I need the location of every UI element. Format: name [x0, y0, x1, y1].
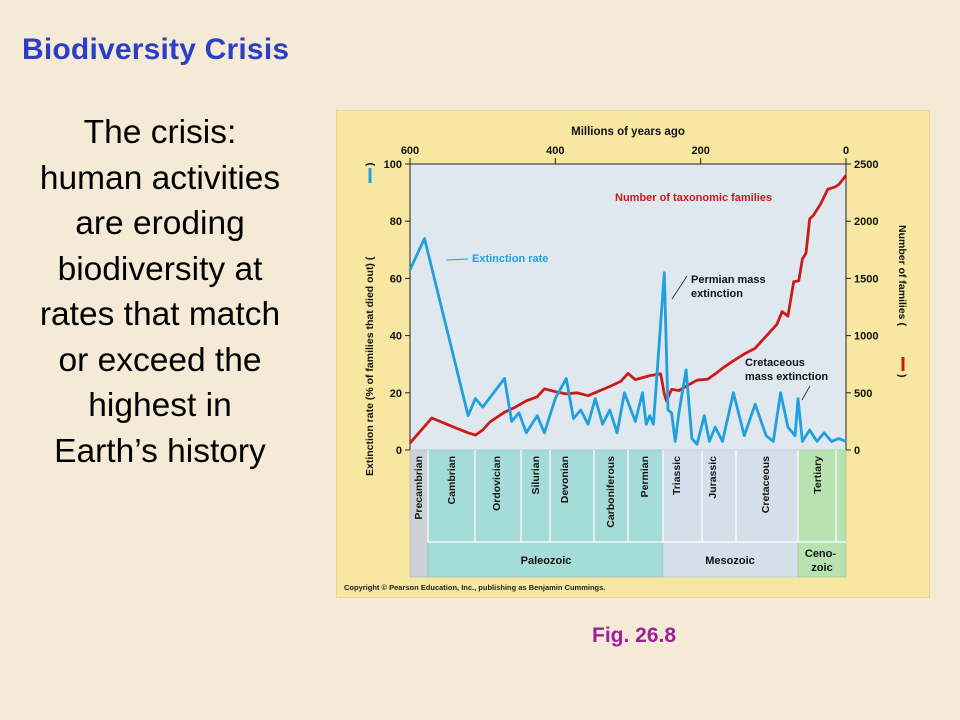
left-tick-label: 80 — [390, 216, 402, 228]
period-label: Cambrian — [446, 456, 458, 504]
copyright-notice: Copyright © Pearson Education, Inc., pub… — [344, 583, 605, 592]
annotation-permian-leader — [671, 275, 688, 300]
body-line: Earth’s history — [54, 432, 266, 470]
annotation-cretaceous-line2: mass extinction — [745, 371, 828, 383]
body-line: are eroding — [75, 205, 245, 242]
period-label: Ordovician — [491, 456, 503, 511]
annotation-cretaceous-leader — [801, 385, 811, 401]
body-line: or exceed the — [58, 341, 262, 379]
body-line: human activities — [39, 159, 281, 197]
period-label: Jurassic — [707, 456, 719, 499]
right-tick-label: 500 — [854, 388, 872, 400]
period-label: Triassic — [671, 456, 683, 495]
left-tick-label: 40 — [390, 331, 402, 343]
annotation-permian: Permian mass extinction — [691, 274, 769, 300]
body-line: The crisis: — [83, 114, 237, 151]
body-text: The crisis: human activities are eroding… — [14, 110, 306, 474]
legend-label-extinction: Extinction rate — [472, 253, 548, 265]
extinction-chart: Millions of years ago 600 400 200 0 0204060… — [335, 109, 931, 599]
figure-caption: Fig. 26.8 — [592, 624, 677, 647]
top-tick-label: 0 — [843, 145, 849, 157]
top-axis-ticks: 600 400 200 0 — [401, 145, 849, 164]
left-axis-close-paren: ) — [364, 163, 376, 167]
period-dividers — [427, 450, 837, 542]
series-group — [408, 174, 848, 446]
annotation-permian-line1: Permian mass — [691, 274, 766, 286]
left-tick-label: 20 — [390, 388, 402, 400]
right-axis-close-paren: ) — [896, 374, 908, 378]
geologic-time-table: Precambrian Cambrian Ordovician Silurian Dev… — [409, 449, 847, 578]
period-label: Carboniferous — [605, 456, 617, 528]
era-label-paleozoic: Paleozoic — [521, 555, 572, 567]
legend-label-families: Number of taxonomic families — [615, 192, 772, 204]
body-line: rates that match — [39, 296, 281, 333]
right-tick-label: 2500 — [854, 159, 878, 171]
period-label: Devonian — [559, 456, 571, 503]
annotation-permian-line2: extinction — [691, 288, 743, 300]
period-label: Tertiary — [812, 456, 824, 494]
left-tick-label: 0 — [396, 445, 402, 457]
left-axis-title: Extinction rate (% of families that died… — [364, 256, 376, 476]
left-tick-label: 60 — [390, 273, 402, 285]
figure-panel: Millions of years ago 600 400 200 0 0 20 40 60… — [335, 109, 931, 603]
slide-title: Biodiversity Crisis — [22, 33, 290, 66]
top-axis-title: Millions of years ago — [571, 126, 685, 138]
legend-leader-extinction — [445, 258, 469, 261]
top-tick-label: 400 — [546, 145, 564, 157]
body-line: biodiversity at — [57, 250, 263, 288]
top-tick-label: 600 — [401, 145, 419, 157]
period-label: Cretaceous — [760, 456, 772, 513]
right-tick-label: 2000 — [854, 216, 878, 228]
right-axis-ticks: 0 500 1000 1500 2000 2500 — [846, 159, 878, 457]
period-label: Precambrian — [413, 456, 425, 520]
right-axis-title: Number of families ( — [896, 225, 908, 326]
era-label-cenozoic: Ceno- zoic — [805, 548, 839, 574]
annotation-cretaceous: Cretaceous mass extinction — [745, 357, 828, 383]
top-tick-label: 200 — [691, 145, 709, 157]
annotation-cretaceous-line1: Cretaceous — [745, 357, 805, 369]
period-label: Silurian — [530, 456, 542, 495]
right-tick-label: 1000 — [854, 331, 878, 343]
left-tick-label: 100 — [384, 159, 402, 171]
series-line-number-of-taxonomic-families — [408, 174, 848, 445]
period-labels: Precambrian Cambrian Ordovician Silurian Dev… — [413, 456, 824, 528]
plot-area — [410, 164, 846, 450]
right-tick-label: 0 — [854, 445, 860, 457]
era-label-mesozoic: Mesozoic — [705, 555, 755, 567]
body-line: highest in — [88, 387, 232, 424]
left-axis-ticks: 0 20 40 60 80 100 — [384, 159, 410, 457]
right-tick-label: 1500 — [854, 273, 878, 285]
series-line-extinction-rate — [408, 236, 847, 446]
period-label: Permian — [639, 456, 651, 497]
paleozoic-band — [427, 449, 664, 578]
